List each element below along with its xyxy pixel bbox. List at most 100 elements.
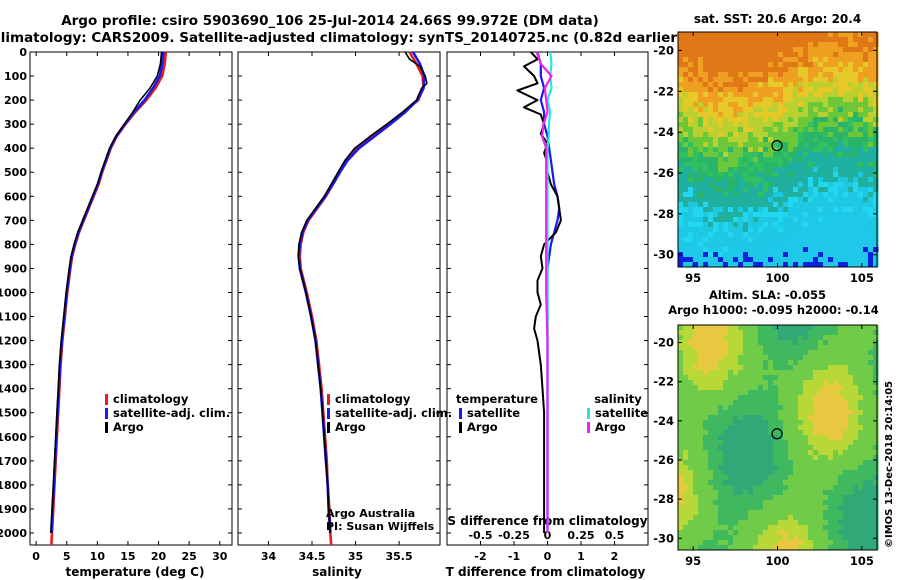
sla-map-cell [828,510,834,516]
sst-map-cell [733,112,739,118]
sla-map-cell [748,430,754,436]
sla-map-cell [873,380,879,386]
sla-map-cell [723,435,729,441]
sst-map-cell [833,182,839,188]
sst-map-cell [753,257,759,263]
sla-map-cell [703,445,709,451]
sst-map-cell [688,252,694,258]
sst-map-cell [873,147,879,153]
sla-map-cell [788,535,794,541]
sst-map-cell [733,132,739,138]
sst-map-cell [683,182,689,188]
sst-map-cell [778,67,784,73]
sst-map-cell [813,177,819,183]
sst-map-cell [748,137,754,143]
sla-map-cell [698,325,704,331]
sla-map-cell [718,425,724,431]
sla-map-cell [678,380,684,386]
sla-map-cell [728,455,734,461]
sst-map-cell [758,257,764,263]
sla-map-cell [838,410,844,416]
sst-map-cell [738,217,744,223]
sla-map-cell [738,435,744,441]
sst-map-cell [693,97,699,103]
sst-map-cell [713,72,719,78]
sst-map-cell [713,202,719,208]
sst-map-cell [768,97,774,103]
sst-map-cell [788,77,794,83]
sla-map-cell [778,340,784,346]
sla-map-cell [788,330,794,336]
sst-map-cell [848,197,854,203]
sst-map-cell [748,257,754,263]
sla-map-cell [793,485,799,491]
sst-map-cell [703,207,709,213]
sla-map-cell [743,545,749,551]
sst-map-cell [703,122,709,128]
sst-map-cell [683,247,689,253]
sst-map-cell [823,232,829,238]
sst-map-cell [793,132,799,138]
sla-map-cell [728,395,734,401]
sst-map-cell [708,132,714,138]
sst-map-cell [763,137,769,143]
sla-map-cell [793,335,799,341]
sla-map-cell [713,355,719,361]
sst-map-cell [793,47,799,53]
sla-map-cell [863,355,869,361]
sla-map-cell [733,360,739,366]
sst-map-cell [813,227,819,233]
sla-map-cell [713,385,719,391]
sst-map-cell [843,177,849,183]
sst-map-cell [818,92,824,98]
sst-map-cell [678,67,684,73]
sla-map-cell [853,495,859,501]
sst-map-cell [788,177,794,183]
sst-map-cell [843,97,849,103]
sla-map-cell [868,470,874,476]
sst-map-cell [698,67,704,73]
depth-tick-label: 200 [4,94,27,107]
sst-map-cell [753,87,759,93]
sst-map-cell [698,157,704,163]
sla-map-cell [753,545,759,551]
sst-map-cell [803,222,809,228]
sla-map-cell [828,380,834,386]
depth-tick-label: 1200 [0,335,27,348]
sla-map-cell [853,535,859,541]
sla-map-cell [848,495,854,501]
sst-map-cell [798,202,804,208]
sst-map-cell [838,257,844,263]
sst-map-cell [683,192,689,198]
sst-map-cell [713,127,719,133]
sla-map-cell [853,425,859,431]
sst-map-cell [803,242,809,248]
sla-map-cell [733,545,739,551]
sst-map-cell [828,112,834,118]
sla-map-cell [768,455,774,461]
sla-map-cell [788,325,794,331]
sst-map-cell [858,197,864,203]
sla-map-cell [818,365,824,371]
sst-map-cell [868,202,874,208]
sla-map-cell [723,465,729,471]
sst-map-cell [813,212,819,218]
tdiff-x-tick-label: -1 [508,550,520,563]
sla-map-cell [778,510,784,516]
sla-map-cell [848,445,854,451]
sst-map-cell [803,172,809,178]
sla-map-cell [803,490,809,496]
sst-map-cell [783,167,789,173]
sst-map-cell [788,242,794,248]
sst-map-cell [703,252,709,258]
sst-map-cell [868,97,874,103]
sst-map-cell [683,37,689,43]
sst-map-cell [688,62,694,68]
sla-map-cell [848,330,854,336]
sst-map-cell [828,167,834,173]
sst-map-cell [743,237,749,243]
temperature-panel: 0100200300400500600700800900100011001200… [0,46,233,579]
sst-map-cell [788,122,794,128]
sla-map-cell [823,405,829,411]
sst-map-cell [858,187,864,193]
